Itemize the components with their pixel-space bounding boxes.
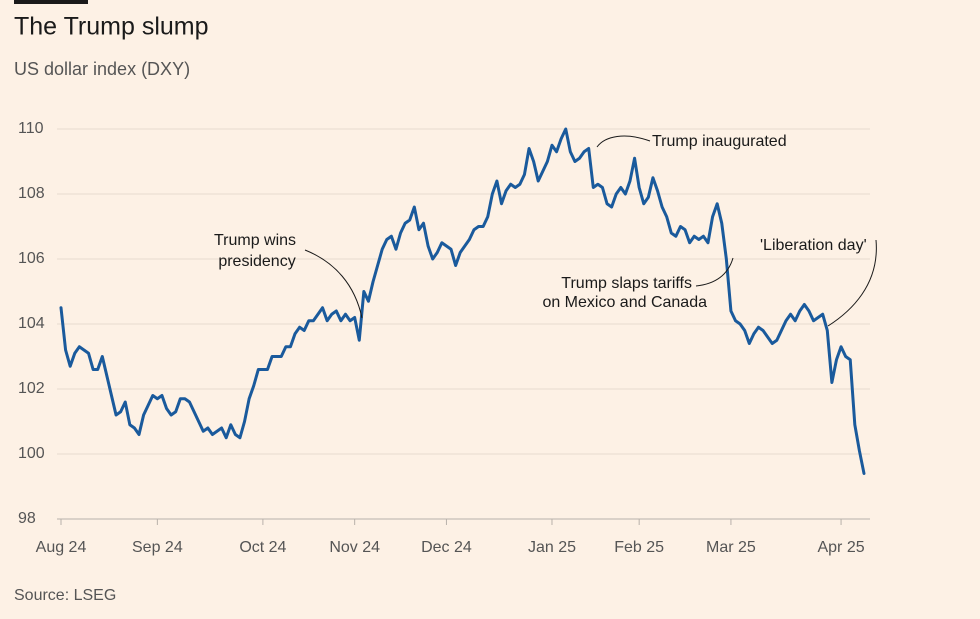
brand-bar [14, 0, 88, 4]
x-tick-label: Apr 25 [817, 539, 864, 556]
x-tick-label: Jan 25 [528, 539, 576, 556]
annotation: on Mexico and Canada [542, 294, 707, 311]
x-tick-label: Oct 24 [239, 539, 286, 556]
annotation-leader [596, 135, 651, 148]
x-tick-label: Mar 25 [706, 539, 756, 556]
annotation: Trump inaugurated [652, 133, 787, 150]
data-line [59, 127, 866, 475]
y-tick-label: 108 [18, 185, 45, 202]
x-tick-label: Aug 24 [36, 539, 87, 556]
y-tick-label: 102 [18, 380, 45, 397]
chart-subtitle: US dollar index (DXY) [14, 59, 190, 79]
x-tick-label: Feb 25 [614, 539, 664, 556]
source: Source: LSEG [14, 587, 116, 604]
x-tick-label: Nov 24 [329, 539, 380, 556]
y-tick-label: 110 [18, 120, 44, 137]
annotation-leader [827, 239, 877, 327]
annotation: 'Liberation day' [760, 237, 867, 254]
y-tick-label: 98 [18, 510, 36, 527]
x-tick-label: Sep 24 [132, 539, 183, 556]
y-tick-label: 106 [18, 250, 45, 267]
annotation-leader [304, 249, 363, 319]
annotation: Trump slaps tariffs [561, 275, 692, 292]
plot [59, 127, 866, 475]
y-tick-label: 104 [18, 315, 45, 332]
annotation: presidency [218, 253, 295, 270]
x-tick-label: Dec 24 [421, 539, 472, 556]
chart-title: The Trump slump [14, 13, 209, 41]
annotation-leader [695, 257, 734, 287]
grid: 98 100 102 104 106 108 110 Aug 24 Sep 24 Oct 24 No… [18, 120, 870, 556]
y-tick-label: 100 [18, 445, 45, 462]
annotation: Trump wins [214, 232, 296, 249]
